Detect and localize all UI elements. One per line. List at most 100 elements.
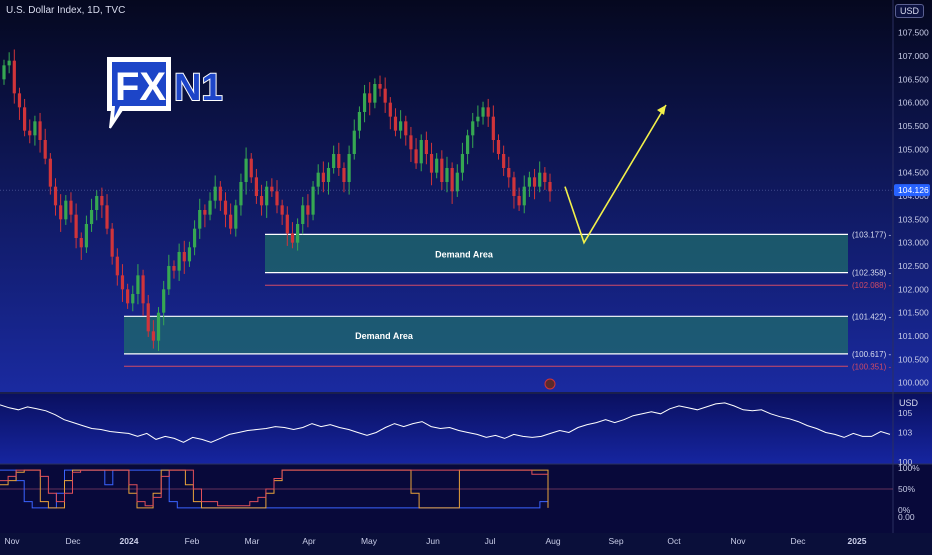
- time-tick-label: Aug: [545, 536, 560, 546]
- candle-body: [347, 154, 351, 182]
- candle-body: [120, 275, 125, 290]
- candle-body: [296, 224, 300, 243]
- stochastic-pane: 100% 50% 0%0.00: [0, 463, 920, 522]
- candle-body: [28, 130, 32, 136]
- candle-body: [172, 266, 176, 271]
- candle-body: [285, 214, 289, 234]
- candle-body: [321, 172, 325, 182]
- candle-body: [162, 289, 166, 313]
- candle-body: [79, 238, 83, 248]
- time-tick-label: Oct: [667, 536, 681, 546]
- candle-body: [414, 149, 418, 164]
- logo-text-fx: FX: [115, 65, 166, 109]
- time-tick-label: Jun: [426, 536, 440, 546]
- time-tick-label: Dec: [790, 536, 806, 546]
- candle-body: [435, 158, 439, 173]
- time-tick-label: Nov: [4, 536, 20, 546]
- symbol-title: U.S. Dollar Index, 1D, TVC: [6, 5, 126, 16]
- candle-body: [136, 275, 140, 294]
- candle-body: [229, 214, 233, 229]
- candle-body: [23, 107, 27, 131]
- candle-body: [105, 205, 109, 229]
- time-tick-label: Nov: [730, 536, 746, 546]
- time-axis: Nov Dec 2024 Feb Mar Apr May Jun Jul Aug Sep Oct Nov…: [4, 536, 866, 546]
- time-tick-label: Mar: [245, 536, 260, 546]
- oscillator-pane-background: [0, 394, 932, 464]
- candle-body: [192, 228, 197, 248]
- candle-body: [306, 205, 310, 215]
- candle-body: [167, 266, 171, 290]
- candle-body: [527, 177, 531, 187]
- candle-body: [378, 84, 382, 89]
- candle-body: [465, 135, 470, 154]
- candle-body: [203, 210, 207, 215]
- price-tick-label: 106.500: [898, 74, 929, 84]
- oscillator-tick-label: 105: [898, 408, 912, 418]
- candle-body: [84, 224, 89, 248]
- candle-body: [254, 177, 258, 196]
- oscillator-currency-label: USD: [898, 398, 918, 408]
- current-price-badge: [894, 184, 930, 197]
- candle-body: [182, 252, 186, 262]
- stoch-series-line: [0, 469, 549, 509]
- oscillator-line: [0, 402, 891, 443]
- candle-body: [100, 196, 104, 206]
- candle-body: [491, 116, 495, 140]
- candle-body: [265, 186, 269, 206]
- event-marker-icon: [544, 378, 556, 390]
- candle-body: [337, 154, 341, 168]
- candle-body: [393, 116, 398, 131]
- candle-body: [74, 214, 78, 238]
- time-tick-label: 2024: [120, 536, 139, 546]
- candle-body: [151, 331, 155, 341]
- candle-body: [424, 140, 428, 154]
- candle-body: [383, 88, 387, 103]
- candle-body: [517, 196, 521, 206]
- candle-body: [64, 200, 68, 220]
- time-tick-label: 2025: [848, 536, 867, 546]
- candle-body: [244, 158, 248, 182]
- candle-body: [146, 303, 150, 332]
- candle-body: [388, 102, 392, 117]
- candle-body: [548, 182, 552, 192]
- candle-body: [445, 168, 449, 182]
- candle-body: [512, 177, 516, 196]
- time-tick-label: Sep: [608, 536, 623, 546]
- candle-body: [126, 289, 130, 304]
- candle-body: [53, 186, 58, 206]
- projection-arrowhead: [657, 105, 666, 115]
- oscillator-tick-label: 103: [898, 427, 912, 437]
- candle-body: [213, 186, 217, 201]
- candle-body: [12, 60, 16, 94]
- candle-body: [2, 65, 6, 80]
- price-tick-label: 103.500: [898, 214, 929, 224]
- time-axis-background: [0, 533, 932, 550]
- oscillator-pane: 105 103 100: [0, 402, 912, 467]
- price-tick-label: 107.000: [898, 51, 929, 61]
- candle-body: [234, 205, 238, 229]
- candle-body: [249, 158, 253, 178]
- price-tick-label: 107.500: [898, 28, 929, 38]
- stoch-tick-label: 50%: [898, 484, 915, 494]
- candle-body: [507, 168, 511, 178]
- candle-body: [332, 154, 336, 168]
- level-price-label: (100.617) -: [852, 350, 891, 359]
- candle-body: [69, 200, 73, 215]
- candle-body: [275, 191, 279, 206]
- price-tick-label: 102.500: [898, 261, 929, 271]
- candle-body: [177, 252, 181, 271]
- main-pane: 107.500 107.000 106.500 106.000 105.500 105.0…: [0, 28, 930, 390]
- demand-zone-rect: [265, 234, 848, 273]
- price-tick-label: 105.000: [898, 144, 929, 154]
- current-price-label: 104.126: [898, 185, 929, 195]
- candle-body: [59, 205, 63, 220]
- candle-body: [476, 116, 480, 122]
- candle-body: [352, 130, 356, 154]
- candle-body: [496, 140, 501, 154]
- level-price-label: (102.088) -: [852, 281, 891, 290]
- currency-button[interactable]: USD: [894, 4, 924, 18]
- candle-body: [141, 275, 145, 304]
- candle-body: [326, 168, 331, 182]
- candle-body: [342, 168, 346, 182]
